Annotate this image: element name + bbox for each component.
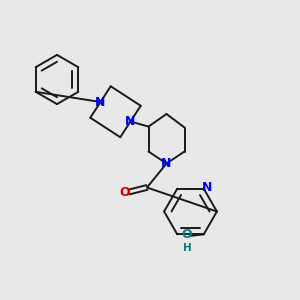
Text: N: N [161, 157, 172, 170]
Text: N: N [125, 115, 136, 128]
Text: N: N [202, 181, 212, 194]
Text: O: O [119, 185, 130, 199]
Text: O: O [181, 229, 192, 242]
Text: H: H [183, 243, 192, 253]
Text: N: N [95, 95, 106, 109]
